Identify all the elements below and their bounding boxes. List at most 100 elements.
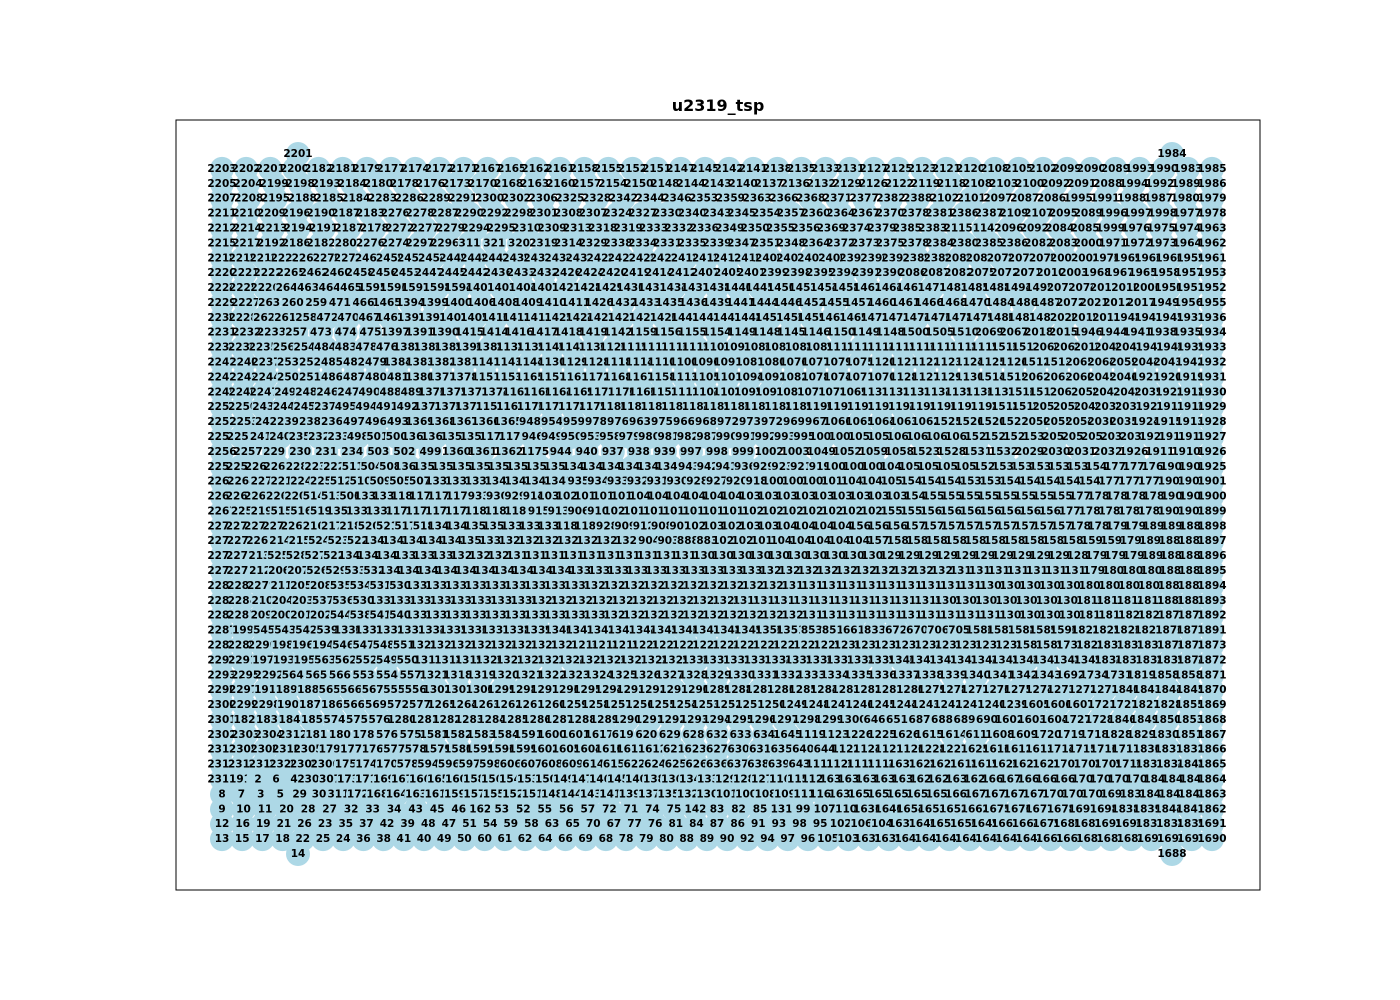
- tour-nodes: 2201 198422032202220122002182218121792177…: [207, 142, 1227, 866]
- city-node-label: 2388: [903, 193, 932, 205]
- city-node-label: 2176: [416, 178, 445, 190]
- city-node-label: 2160: [546, 178, 575, 190]
- city-node-label: 2196: [282, 208, 311, 220]
- city-node-4-7: 2276: [381, 201, 410, 226]
- city-node-label: 2129: [833, 178, 862, 190]
- city-node-label: 2143: [702, 178, 731, 190]
- city-node-label: 2287: [430, 208, 459, 220]
- city-node-label: 2368: [796, 193, 825, 205]
- city-node-label: 1986: [1197, 178, 1226, 190]
- city-node-label: 2190: [306, 208, 335, 220]
- city-node-0-0: 2201: [283, 142, 313, 166]
- city-node-label: 2325: [555, 193, 584, 205]
- city-node-label: 2102: [1028, 163, 1057, 175]
- city-node-label: 2382: [876, 193, 905, 205]
- city-node-label: 1979: [1197, 193, 1226, 205]
- city-node-label: 2174: [401, 163, 430, 175]
- city-node-label: 2100: [1015, 178, 1044, 190]
- city-node-label: 2180: [364, 178, 393, 190]
- city-node-label: 1985: [1197, 163, 1226, 175]
- city-node-label: 2306: [528, 193, 557, 205]
- city-node-label: 2133: [811, 163, 840, 175]
- city-node-label: 2131: [835, 163, 864, 175]
- city-node-label: 2184: [338, 178, 367, 190]
- city-node-label: 2088: [1093, 178, 1122, 190]
- city-node-label: 2371: [823, 193, 852, 205]
- city-node-label: 2144: [676, 178, 705, 190]
- city-node-label: 2377: [850, 193, 879, 205]
- city-node-label: 1994: [1119, 178, 1148, 190]
- city-node-label: 2162: [521, 163, 550, 175]
- city-node-label: 2276: [381, 208, 410, 220]
- city-node-label: 2209: [257, 208, 286, 220]
- city-node-label: 2137: [754, 178, 783, 190]
- city-node-1-36: 2090: [1077, 156, 1106, 181]
- city-node-label: 2300: [475, 193, 504, 205]
- city-node-label: 2145: [690, 163, 719, 175]
- plot-frame: [175, 119, 1261, 891]
- city-node-label: 2353: [689, 193, 718, 205]
- city-node-label: 2161: [545, 163, 574, 175]
- city-node-label: 1990: [1149, 163, 1178, 175]
- city-node-label: 2099: [1053, 163, 1082, 175]
- city-node-label: 2087: [1010, 193, 1039, 205]
- city-node-label: 2346: [662, 193, 691, 205]
- city-node-label: 1992: [1145, 178, 1174, 190]
- city-node-label: 2199: [259, 178, 288, 190]
- city-node-label: 2136: [781, 178, 810, 190]
- city-node-label: 2302: [502, 193, 531, 205]
- city-node-label: 2328: [582, 193, 611, 205]
- city-node-label: 2181: [328, 163, 357, 175]
- city-node-label: 2363: [743, 193, 772, 205]
- city-node-label: 2105: [1004, 163, 1033, 175]
- city-node-label: 2092: [1041, 178, 1070, 190]
- city-node-label: 2155: [594, 163, 623, 175]
- city-node-label: 2091: [1067, 178, 1096, 190]
- city-node-label: 2103: [989, 178, 1018, 190]
- city-node-label: 1995: [1064, 193, 1093, 205]
- city-node-3-15: 2342: [609, 186, 638, 211]
- city-node-label: 2205: [207, 178, 236, 190]
- city-node-label: 2147: [666, 163, 695, 175]
- city-node-label: 2141: [739, 163, 768, 175]
- city-node-label: 2127: [859, 163, 888, 175]
- city-node-label: 2207: [207, 193, 236, 205]
- city-node-label: 2204: [233, 178, 262, 190]
- city-node-label: 1980: [1171, 193, 1200, 205]
- city-node-label: 2123: [908, 163, 937, 175]
- city-node-label: 2184: [341, 193, 370, 205]
- city-node-label: 2283: [368, 193, 397, 205]
- city-node-label: 2140: [728, 178, 757, 190]
- city-node-label: 2178: [390, 178, 419, 190]
- city-node-label: 2121: [932, 163, 961, 175]
- city-node-label: 2154: [598, 178, 627, 190]
- city-node-label: 2286: [395, 193, 424, 205]
- city-node-label: 2202: [232, 163, 261, 175]
- city-node-label: 2150: [624, 178, 653, 190]
- city-node-label: 2148: [650, 178, 679, 190]
- city-node-label: 2090: [1077, 163, 1106, 175]
- city-node-label: 2342: [609, 193, 638, 205]
- city-node-label: 2208: [234, 193, 263, 205]
- city-node-label: 2210: [232, 208, 261, 220]
- city-node-label: 2086: [1037, 193, 1066, 205]
- city-node-label: 2132: [807, 178, 836, 190]
- city-node-label: 2126: [859, 178, 888, 190]
- city-node-label: 2177: [376, 163, 405, 175]
- chart-title: u2319_tsp: [671, 96, 765, 115]
- city-node-label: 2142: [714, 163, 743, 175]
- city-node-label: 1983: [1173, 163, 1202, 175]
- city-node-label: 2183: [356, 208, 385, 220]
- city-node-label: 1987: [1144, 193, 1173, 205]
- city-node-label: 2198: [286, 178, 315, 190]
- city-node-label: 2201: [256, 163, 285, 175]
- city-node-label: 2278: [405, 208, 434, 220]
- city-node-label: 2165: [497, 163, 526, 175]
- city-node-label: 1989: [1171, 178, 1200, 190]
- city-node-label: 2187: [331, 208, 360, 220]
- city-node-label: 2157: [572, 178, 601, 190]
- city-node-label: 2211: [207, 208, 236, 220]
- city-node-label: 2359: [716, 193, 745, 205]
- city-node-label: 2125: [883, 163, 912, 175]
